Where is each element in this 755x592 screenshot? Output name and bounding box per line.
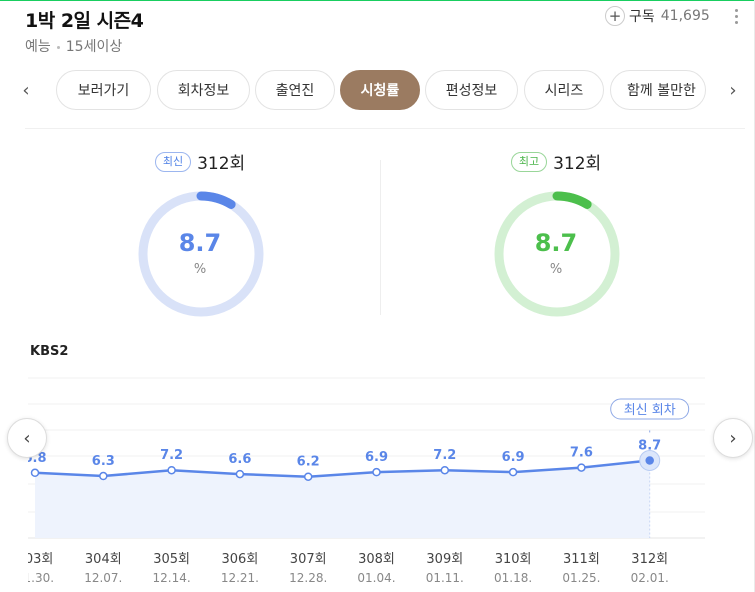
latest-episode: 312회 xyxy=(197,154,246,174)
section-divider xyxy=(25,128,745,129)
data-label: 8.7 xyxy=(638,438,661,453)
top-accent-line xyxy=(0,0,755,1)
subscribe-button[interactable]: + 구독 41,695 xyxy=(605,4,710,28)
ring-progress xyxy=(138,191,264,317)
tab-bar: ‹ 보러가기 회차정보 출연진 시청률 편성정보 시리즈 함께 볼만한 › xyxy=(0,68,755,112)
highest-episode: 312회 xyxy=(553,154,602,174)
genre-label: 예능 xyxy=(25,39,51,55)
data-label: 6.9 xyxy=(502,450,525,465)
latest-episode-tag-label: 최신 회차 xyxy=(624,403,676,418)
subscribe-label: 구독 xyxy=(629,9,655,25)
latest-rating-card: 최신 312회 8.7 % xyxy=(50,145,350,320)
data-point xyxy=(303,472,313,481)
chevron-left-icon: ‹ xyxy=(23,427,31,449)
latest-rating-unit: % xyxy=(193,262,207,277)
data-point xyxy=(440,465,450,475)
tab-watch[interactable]: 보러가기 xyxy=(56,70,151,110)
age-rating-label: 15세이상 xyxy=(65,39,123,55)
program-header: 1박 2일 시즌4 예능 15세이상 + 구독 41,695 xyxy=(25,6,745,56)
date-tick-label: 11.30. xyxy=(16,571,54,585)
data-point xyxy=(372,467,381,477)
data-point xyxy=(30,468,40,478)
date-tick-label: 12.28. xyxy=(289,571,327,585)
data-point xyxy=(508,467,518,477)
episode-tick-label: 307회 xyxy=(290,552,327,567)
data-label: 7.6 xyxy=(570,446,593,461)
plus-icon: + xyxy=(605,6,625,26)
subscriber-count: 41,695 xyxy=(660,8,710,24)
chevron-right-icon: › xyxy=(729,427,737,449)
chevron-right-icon[interactable]: › xyxy=(729,79,737,101)
date-tick-label: 12.07. xyxy=(84,571,122,585)
ratings-line-chart: 6.8303회11.30.6.3304회12.07.7.2305회12.14.6… xyxy=(16,377,705,585)
highest-rating-header: 최고 312회 xyxy=(406,149,706,174)
meta-separator xyxy=(56,45,60,49)
highest-rating-value: 8.7 xyxy=(534,229,578,257)
date-tick-label: 01.11. xyxy=(426,571,464,585)
data-label: 6.2 xyxy=(297,455,320,470)
episode-tick-label: 310회 xyxy=(495,552,532,567)
episode-tick-label: 308회 xyxy=(358,552,395,567)
latest-badge: 최신 xyxy=(154,151,192,172)
series-line xyxy=(34,459,650,478)
data-label: 6.6 xyxy=(228,452,251,467)
latest-rating-ring xyxy=(138,191,264,317)
data-point xyxy=(167,465,176,475)
network-label: KBS2 xyxy=(30,344,69,359)
episode-tick-label: 311회 xyxy=(563,552,600,567)
tab-series[interactable]: 시리즈 xyxy=(524,70,604,110)
tab-cast[interactable]: 출연진 xyxy=(255,70,335,110)
date-tick-label: 01.04. xyxy=(357,571,395,585)
data-label: 7.2 xyxy=(433,448,456,463)
tab-episode-info[interactable]: 회차정보 xyxy=(157,70,250,110)
episode-tick-label: 305회 xyxy=(153,552,190,567)
highest-rating-ring xyxy=(494,191,620,317)
ring-progress xyxy=(494,191,620,317)
tab-schedule[interactable]: 편성정보 xyxy=(425,70,518,110)
date-tick-label: 12.21. xyxy=(221,571,259,585)
tab-recommended[interactable]: 함께 볼만한 xyxy=(610,70,706,110)
data-label: 6.9 xyxy=(365,450,388,465)
area-fill xyxy=(35,460,650,538)
data-point xyxy=(577,463,586,472)
latest-rating-value: 8.7 xyxy=(178,229,222,257)
data-point xyxy=(235,469,245,479)
episode-tick-label: 309회 xyxy=(426,552,463,567)
data-label: 7.2 xyxy=(160,448,183,463)
date-tick-label: 01.25. xyxy=(562,571,600,585)
episode-tick-label: 304회 xyxy=(85,552,122,567)
more-options-icon[interactable] xyxy=(730,6,742,26)
highest-badge: 최고 xyxy=(510,151,548,172)
chart-next-button[interactable]: › xyxy=(713,418,753,458)
data-point xyxy=(645,456,654,465)
highest-rating-unit: % xyxy=(549,262,563,277)
latest-rating-header: 최신 312회 xyxy=(50,149,350,174)
program-title: 1박 2일 시즌4 xyxy=(25,10,144,32)
cards-divider xyxy=(380,160,381,315)
data-point xyxy=(99,471,108,481)
program-meta: 예능 15세이상 xyxy=(25,36,122,56)
ratings-chart-area: 6.8 303회 11.30. 6.3 304회 12.07. 7.2 305회 12.14. 6… xyxy=(0,360,755,592)
tab-ratings[interactable]: 시청률 xyxy=(340,70,420,110)
date-tick-label: 02.01. xyxy=(631,571,669,585)
latest-episode-tag xyxy=(610,398,690,420)
date-tick-label: 01.18. xyxy=(494,571,532,585)
date-tick-label: 12.14. xyxy=(153,571,191,585)
data-label: 6.3 xyxy=(92,454,115,469)
plot-group: 6.8303회11.30.6.3304회12.07.7.2305회12.14.6… xyxy=(16,438,669,585)
episode-tick-label: 306회 xyxy=(222,552,259,567)
episode-tick-label: 303회 xyxy=(17,552,54,567)
chart-prev-button[interactable]: ‹ xyxy=(7,418,47,458)
chevron-left-icon[interactable]: ‹ xyxy=(22,79,30,101)
episode-tick-label: 312회 xyxy=(631,552,668,567)
highest-rating-card: 최고 312회 8.7 % xyxy=(406,145,706,320)
